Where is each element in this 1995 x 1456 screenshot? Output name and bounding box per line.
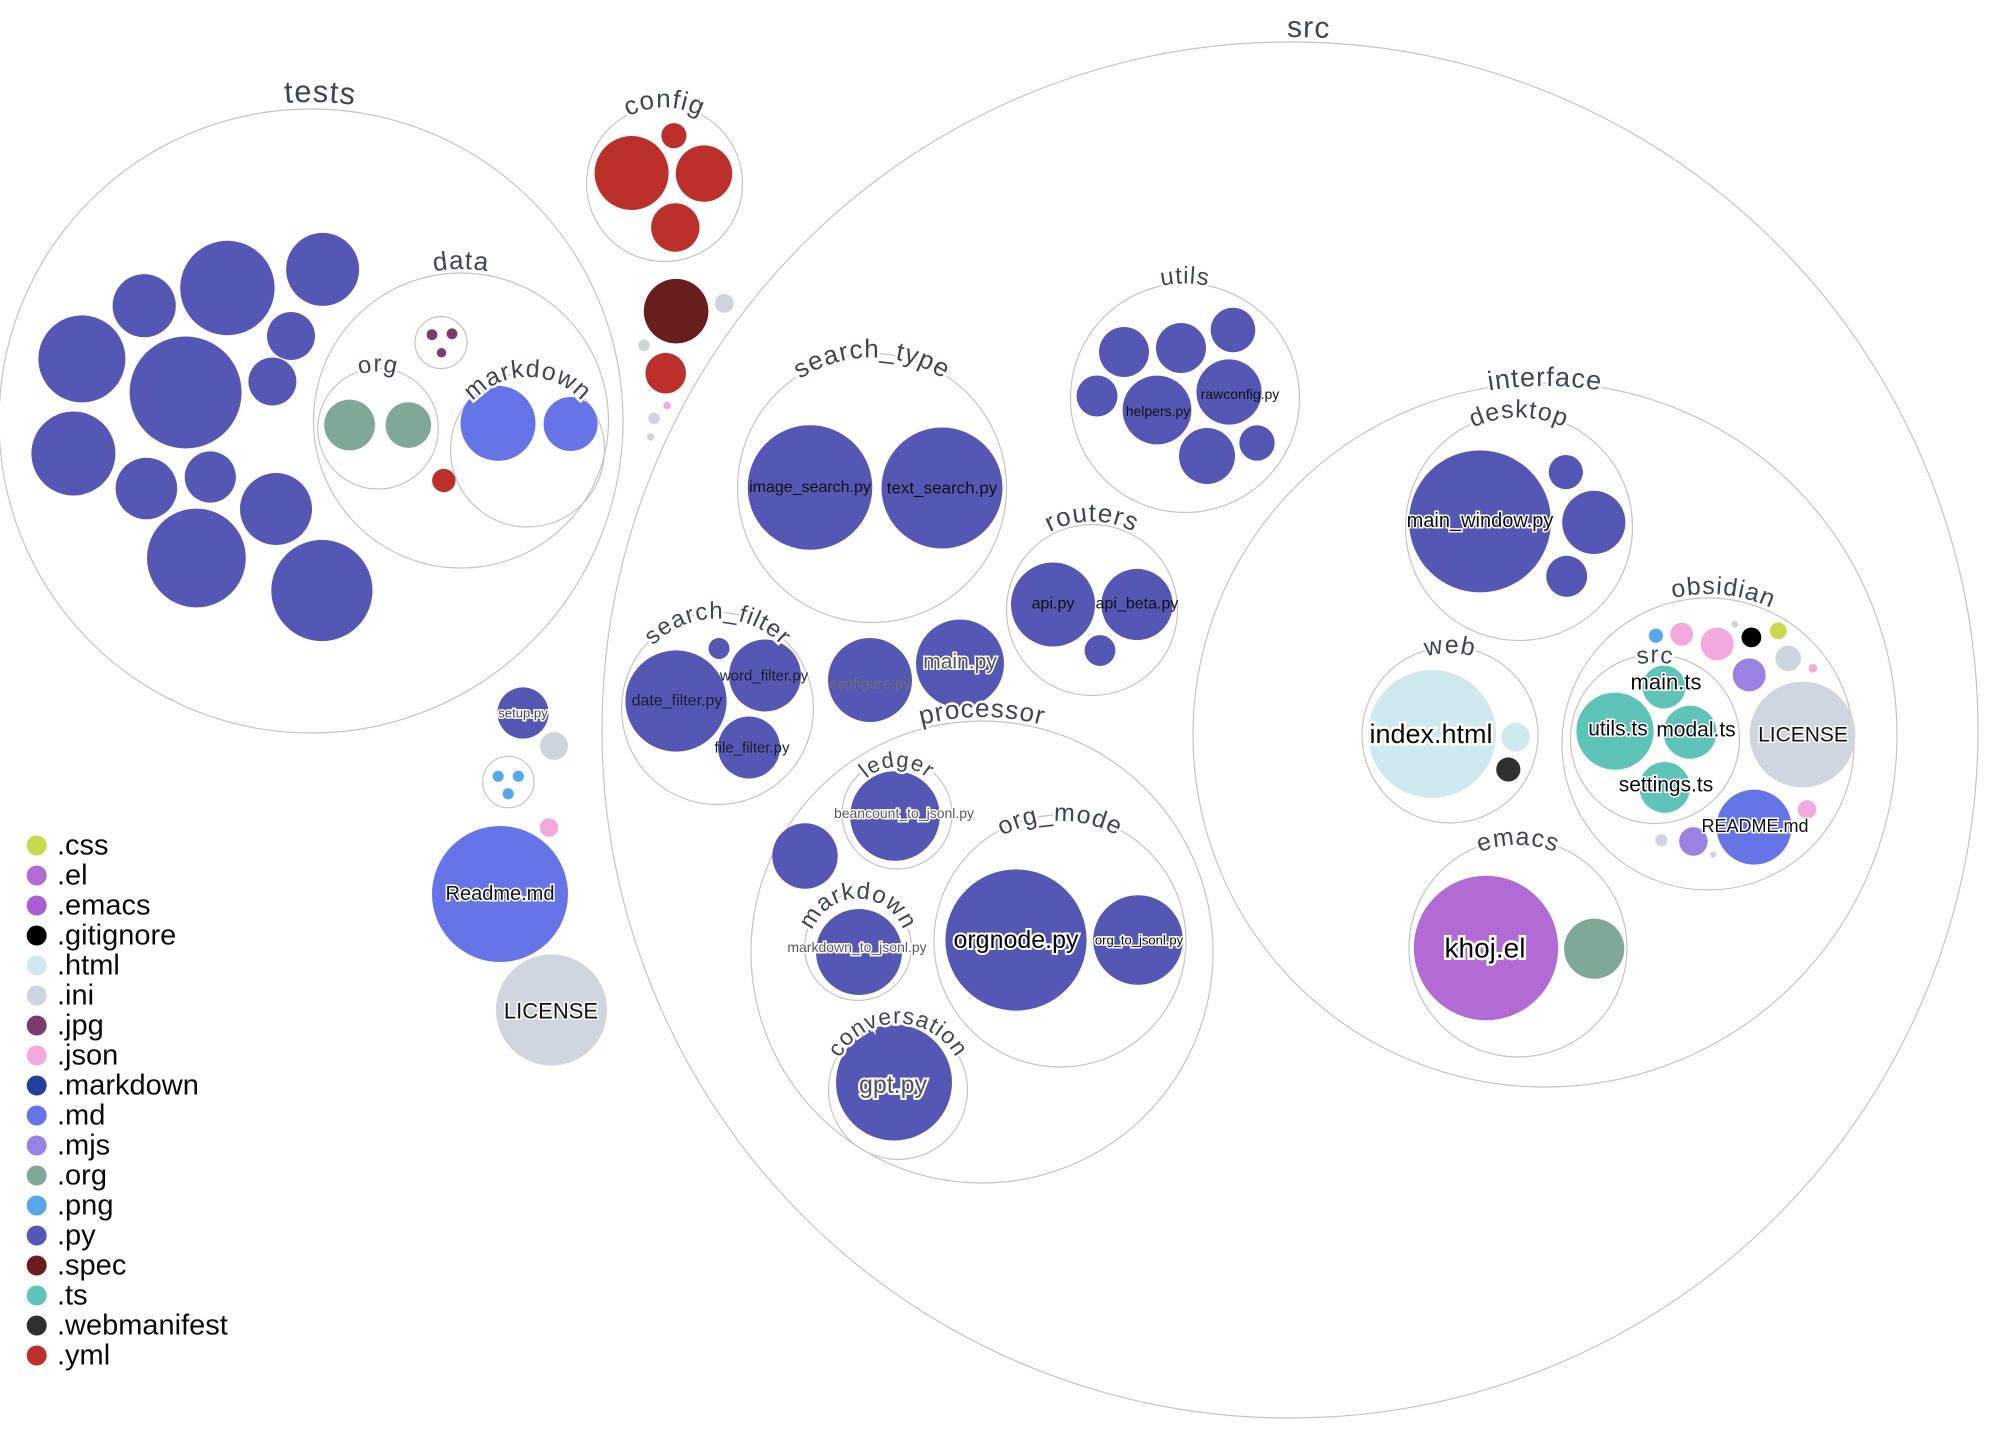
svg-text:gpt.py: gpt.py (859, 1071, 928, 1099)
svg-text:org: org (355, 350, 401, 380)
svg-text:.markdown: .markdown (57, 1070, 199, 1102)
svg-text:main.ts: main.ts (1631, 670, 1702, 695)
svg-text:api_beta.py: api_beta.py (1096, 596, 1179, 613)
svg-text:settings.ts: settings.ts (1619, 774, 1714, 797)
svg-text:markdown_to_jsonl.py: markdown_to_jsonl.py (787, 939, 926, 955)
svg-text:tests: tests (283, 74, 358, 112)
svg-text:file_filter.py: file_filter.py (714, 740, 790, 757)
svg-text:.ts: .ts (57, 1280, 88, 1312)
svg-text:.el: .el (57, 860, 88, 892)
svg-text:khoj.el: khoj.el (1445, 933, 1526, 964)
svg-text:.mjs: .mjs (57, 1130, 110, 1162)
svg-text:.css: .css (57, 830, 109, 862)
svg-text:desktop: desktop (1465, 395, 1573, 433)
svg-text:configure.py: configure.py (829, 676, 911, 693)
svg-text:config: config (619, 83, 710, 121)
svg-text:routers: routers (1039, 497, 1144, 537)
svg-text:org_mode: org_mode (993, 799, 1128, 841)
svg-text:search_type: search_type (788, 333, 957, 384)
svg-text:.jpg: .jpg (57, 1010, 104, 1042)
svg-text:.emacs: .emacs (57, 890, 150, 922)
svg-text:.md: .md (57, 1100, 105, 1132)
svg-text:src: src (1635, 642, 1676, 671)
svg-text:processor: processor (916, 693, 1049, 731)
svg-text:.webmanifest: .webmanifest (57, 1310, 228, 1342)
svg-text:.py: .py (57, 1220, 96, 1252)
svg-text:src: src (1287, 11, 1331, 45)
svg-text:main_window.py: main_window.py (1407, 510, 1554, 532)
svg-text:web: web (1421, 631, 1479, 662)
svg-text:setup.py: setup.py (498, 706, 548, 721)
svg-text:image_search.py: image_search.py (749, 479, 871, 496)
svg-text:Readme.md: Readme.md (446, 883, 555, 905)
svg-text:emacs: emacs (1473, 823, 1563, 858)
svg-text:.json: .json (57, 1040, 118, 1072)
svg-text:text_search.py: text_search.py (887, 479, 998, 498)
svg-text:orgnode.py: orgnode.py (953, 926, 1079, 954)
svg-text:.org: .org (57, 1160, 107, 1192)
svg-text:obsidian: obsidian (1669, 572, 1780, 614)
svg-text:.png: .png (57, 1190, 113, 1222)
svg-text:date_filter.py: date_filter.py (632, 693, 723, 710)
svg-text:api.py: api.py (1032, 596, 1075, 613)
svg-text:.ini: .ini (57, 980, 94, 1012)
svg-text:main.py: main.py (923, 651, 997, 674)
svg-text:README.md: README.md (1701, 816, 1808, 836)
svg-text:data: data (431, 245, 491, 277)
svg-text:.yml: .yml (57, 1340, 110, 1372)
svg-text:rawconfig.py: rawconfig.py (1201, 386, 1280, 402)
svg-text:markdown: markdown (458, 355, 597, 406)
svg-text:.html: .html (57, 950, 120, 982)
svg-text:org_to_jsonl.py: org_to_jsonl.py (1095, 933, 1184, 948)
svg-text:helpers.py: helpers.py (1126, 403, 1191, 419)
svg-text:LICENSE: LICENSE (504, 999, 598, 1024)
svg-text:index.html: index.html (1369, 719, 1492, 749)
svg-text:.gitignore: .gitignore (57, 920, 176, 952)
svg-text:interface: interface (1485, 362, 1604, 396)
svg-text:word_filter.py: word_filter.py (719, 668, 809, 685)
svg-text:modal.ts: modal.ts (1656, 719, 1735, 742)
svg-text:.spec: .spec (57, 1250, 126, 1282)
svg-text:beancount_to_jsonl.py: beancount_to_jsonl.py (834, 805, 974, 821)
svg-text:utils.ts: utils.ts (1588, 718, 1648, 741)
svg-text:LICENSE: LICENSE (1758, 724, 1848, 747)
svg-text:utils: utils (1158, 262, 1211, 291)
